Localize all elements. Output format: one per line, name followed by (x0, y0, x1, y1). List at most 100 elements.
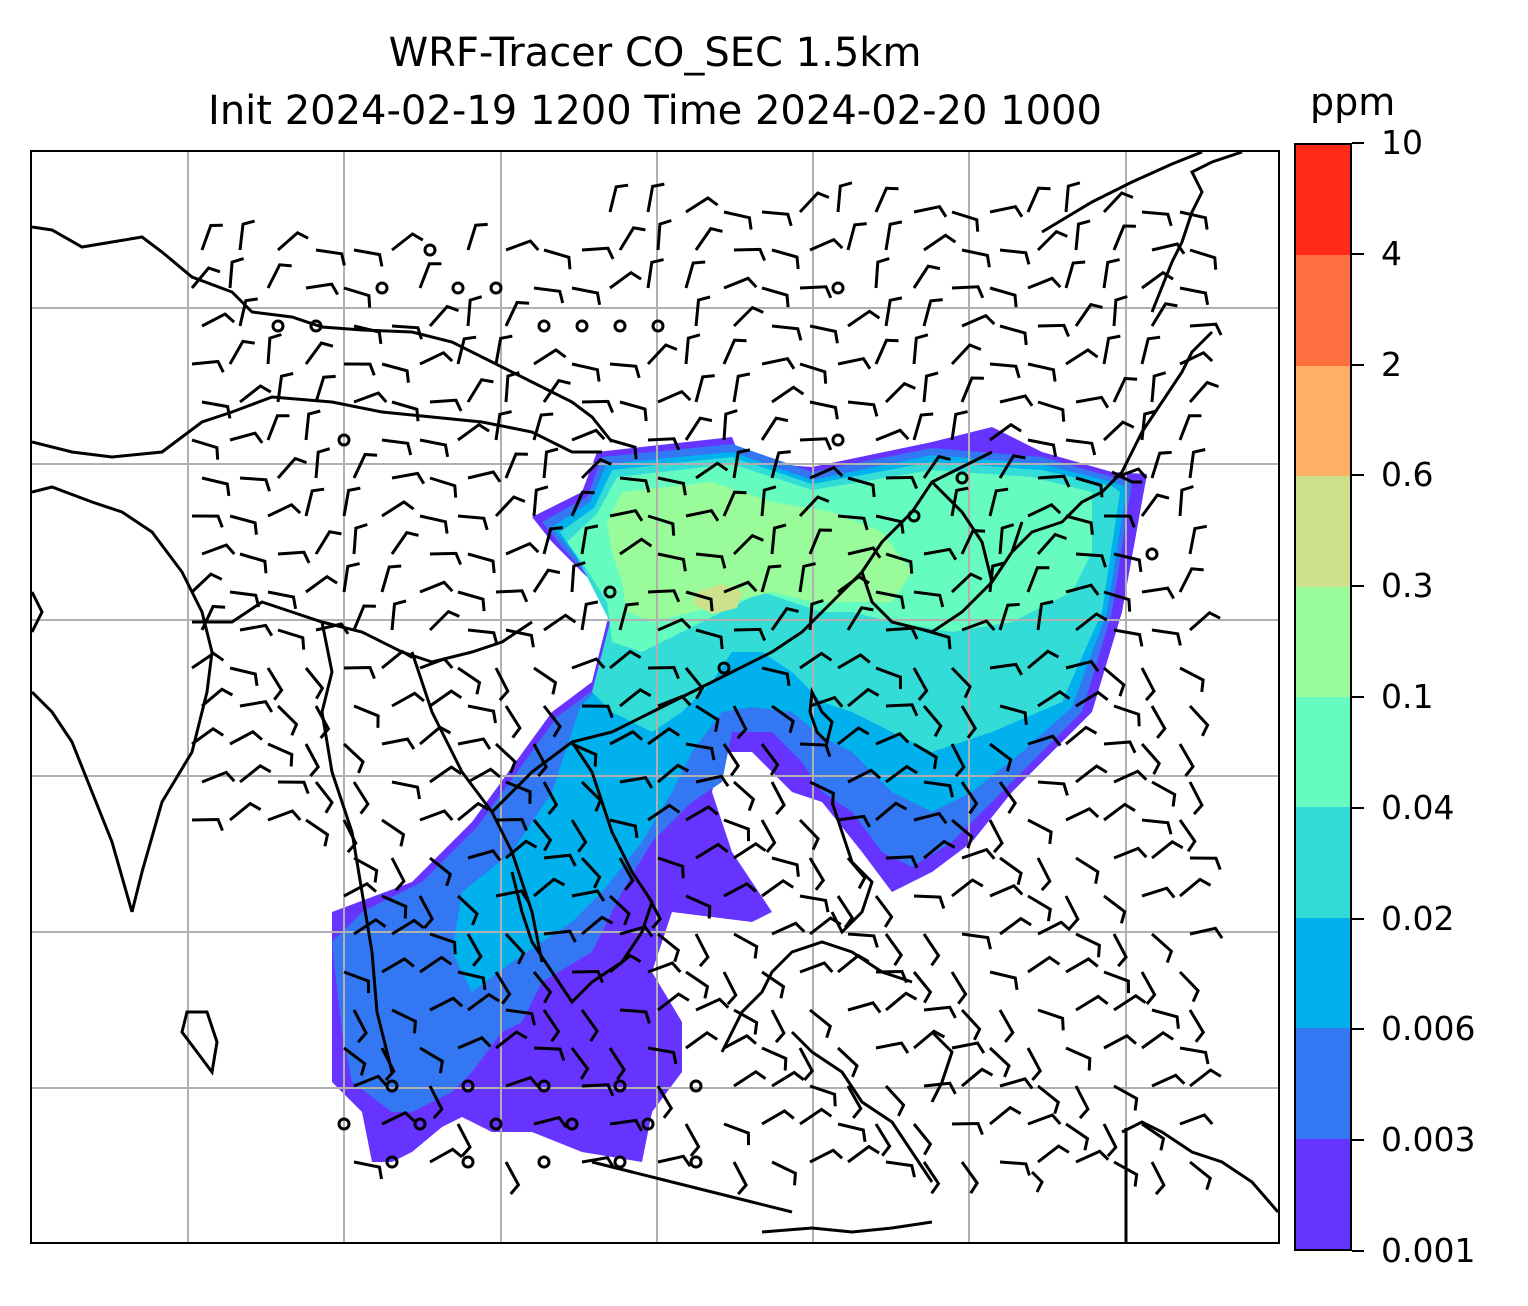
wind-barb (277, 231, 309, 252)
calm-wind-circle (337, 433, 351, 447)
wind-barb (1036, 229, 1068, 252)
wind-barb (1074, 302, 1103, 327)
wind-barb (201, 476, 231, 497)
wind-barb (1189, 1068, 1222, 1088)
wind-barb (884, 220, 903, 251)
wind-barb (191, 514, 224, 528)
wind-barb (1075, 476, 1104, 498)
wind-barb (723, 580, 758, 594)
wind-barb (657, 476, 687, 496)
wind-barb (685, 742, 716, 761)
wind-barb (429, 1147, 463, 1164)
wind-barb (694, 374, 715, 403)
wind-barb (1178, 567, 1204, 593)
wind-barb (276, 456, 308, 479)
wind-barb (419, 580, 454, 594)
wind-barb (1065, 348, 1099, 366)
wind-barb (467, 470, 502, 483)
wind-barb (1112, 933, 1128, 968)
wind-barb (1151, 932, 1174, 964)
wind-barb (1112, 295, 1128, 327)
wind-barb (999, 856, 1023, 886)
wind-barb (809, 1008, 833, 1039)
wind-barb (874, 257, 890, 289)
wind-barb (809, 1084, 837, 1107)
wind-barb (315, 622, 350, 635)
wind-barb (619, 1008, 651, 1024)
wind-barb (1151, 1008, 1180, 1029)
wind-barb (808, 857, 826, 891)
wind-barb (267, 742, 294, 767)
wind-barb (694, 295, 711, 327)
wind-barb (428, 304, 460, 327)
wind-barb (732, 372, 751, 403)
wind-barb (315, 248, 346, 266)
wind-barb (609, 270, 642, 290)
wind-barb (760, 564, 782, 593)
wind-barb (647, 589, 681, 603)
calm-wind-circle (309, 319, 323, 333)
wind-barb (266, 667, 284, 701)
wind-barb (809, 465, 844, 480)
wind-barb (647, 437, 681, 451)
wind-barb (505, 628, 535, 648)
wind-barb (761, 1109, 795, 1126)
wind-barb (694, 933, 710, 968)
wind-barb (314, 705, 331, 739)
wind-barb (494, 667, 510, 702)
wind-barb (770, 606, 799, 631)
wind-barb (1065, 583, 1100, 596)
colorbar-tick (1352, 696, 1364, 698)
wind-barb (419, 725, 452, 746)
colorbar-segment (1296, 1028, 1350, 1139)
wind-barb (961, 847, 996, 860)
wind-barb (912, 412, 934, 441)
wind-barb (609, 649, 642, 670)
wind-barb (457, 737, 492, 750)
wind-barb (684, 416, 713, 441)
wind-barb (875, 514, 905, 534)
wind-barb (1075, 932, 1101, 958)
wind-barb (847, 400, 879, 417)
calm-wind-circle (613, 1079, 627, 1093)
wind-barb (1113, 1160, 1139, 1187)
wind-barb (609, 438, 638, 460)
colorbar-segment (1296, 807, 1350, 918)
wind-barb (1037, 1144, 1070, 1164)
wind-barb (1027, 734, 1062, 747)
wind-barb (989, 286, 1018, 308)
calm-wind-circle (641, 1117, 655, 1131)
wind-barb (722, 743, 741, 777)
wind-barb (770, 450, 791, 479)
wind-barb (342, 742, 365, 774)
wind-barb (723, 210, 753, 230)
wind-barb (352, 604, 376, 631)
wind-barb (381, 500, 415, 518)
wind-barb (419, 657, 454, 670)
wind-barb (960, 1008, 982, 1041)
colorbar-tick-label: 0.02 (1381, 898, 1455, 938)
wind-barb (685, 1030, 719, 1050)
calm-wind-circle (271, 319, 285, 333)
wind-barb (1113, 628, 1144, 647)
wind-barb (619, 687, 652, 708)
wind-barb (343, 1046, 367, 1076)
wind-barb (390, 530, 419, 555)
wind-barb (1150, 705, 1167, 739)
wind-barb (343, 970, 370, 994)
wind-barb (618, 857, 635, 891)
wind-barb (504, 452, 528, 479)
wind-barb (695, 704, 720, 732)
wind-barb (875, 428, 910, 442)
wind-barb (533, 286, 565, 304)
wind-barb (1075, 395, 1110, 409)
wind-barb (505, 1075, 540, 1088)
wind-barb (532, 819, 553, 852)
wind-barb (846, 857, 867, 890)
calm-wind-circle (461, 1079, 475, 1093)
wind-barbs (190, 181, 1224, 1196)
wind-barb (608, 183, 629, 213)
wind-barb (999, 248, 1031, 265)
wind-barb (343, 286, 372, 308)
wind-barb (191, 817, 224, 832)
